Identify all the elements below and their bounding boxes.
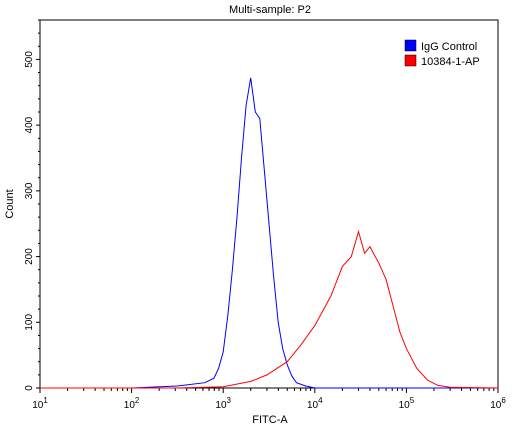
- y-tick-label: 0: [24, 385, 35, 391]
- x-tick-label: 101: [32, 396, 48, 411]
- series-line-2: [40, 229, 499, 389]
- series-layer: [40, 77, 499, 389]
- x-axis: 101 102 103 104 105 106: [32, 388, 506, 411]
- y-tick-label: 100: [24, 314, 35, 331]
- legend-label: IgG Control: [421, 41, 477, 53]
- legend-swatch: [404, 39, 417, 52]
- legend-swatch: [404, 54, 417, 67]
- series-line-1: [40, 77, 498, 389]
- x-axis-label: FITC-A: [252, 414, 288, 426]
- x-tick-label: 103: [215, 396, 231, 411]
- plot-area: [39, 19, 499, 389]
- legend-label: 10384-1-AP: [421, 56, 480, 68]
- y-tick-label: 400: [24, 116, 35, 133]
- y-tick-label: 300: [24, 182, 35, 199]
- x-tick-label: 106: [490, 396, 506, 411]
- legend: IgG Control 10384-1-AP: [404, 39, 480, 68]
- y-tick-label: 200: [24, 248, 35, 265]
- x-tick-label: 104: [307, 396, 323, 411]
- chart-title: Multi-sample: P2: [229, 4, 311, 16]
- y-tick-label: 500: [24, 51, 35, 68]
- y-axis: 0 100 200 300 400 500: [24, 19, 40, 391]
- x-tick-label: 105: [399, 396, 415, 411]
- x-tick-label: 102: [124, 396, 140, 411]
- y-axis-label: Count: [4, 189, 16, 218]
